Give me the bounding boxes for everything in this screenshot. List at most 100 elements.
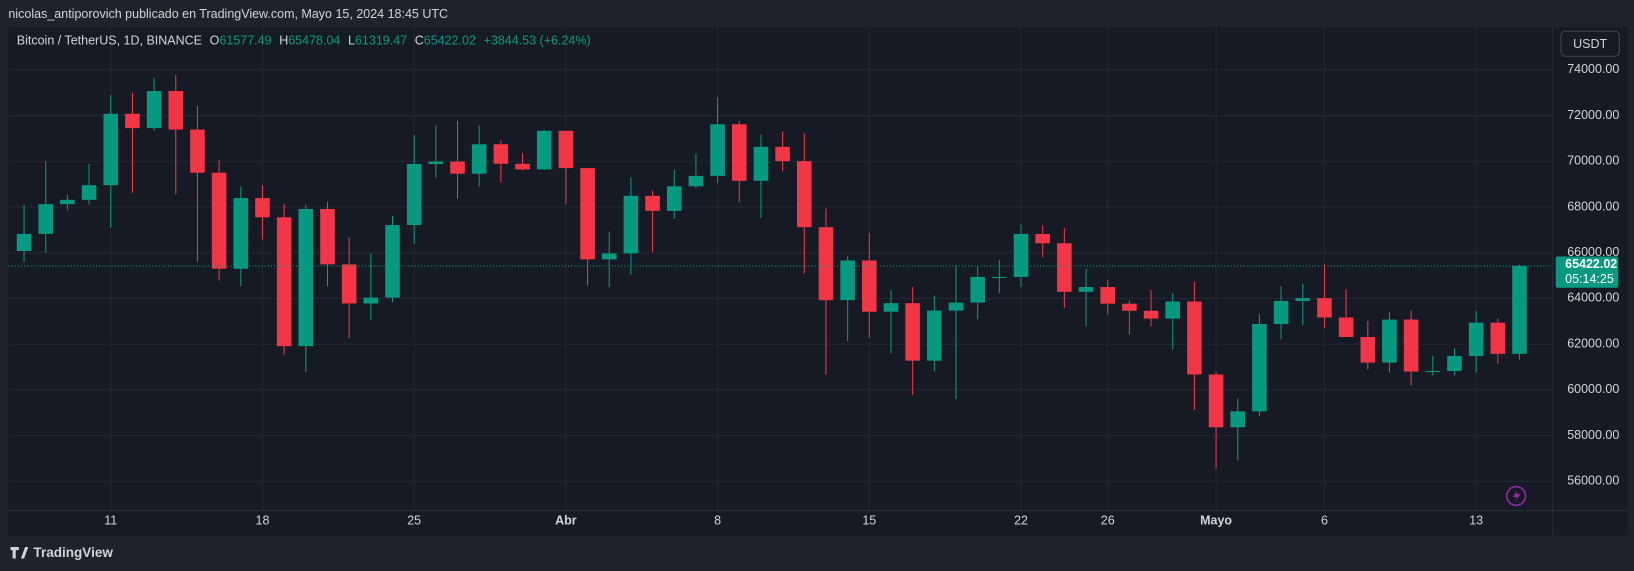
candle-body (1338, 317, 1354, 337)
candle-body (211, 172, 227, 269)
countdown: 05:14:25 (1565, 272, 1614, 286)
ohlc-value: 61577.49 (219, 34, 271, 48)
x-tick-label: Abr (555, 513, 577, 527)
y-tick-label: 62000.00 (1567, 336, 1619, 350)
candle-body (1360, 336, 1376, 363)
candle-body (1143, 310, 1159, 319)
candle-body (276, 217, 292, 347)
candle-body (1447, 355, 1462, 371)
candle-body (450, 161, 465, 174)
candle-body (1035, 233, 1050, 244)
candle-body (493, 144, 509, 164)
ohlc-value: 61319.47 (355, 34, 407, 48)
candle-body (927, 310, 942, 361)
candle-body (38, 204, 54, 234)
candle-body (1057, 243, 1072, 292)
candle-body (103, 113, 119, 186)
candle-body (1013, 233, 1029, 277)
y-tick-label: 58000.00 (1567, 428, 1619, 442)
x-tick-label: 22 (1014, 513, 1028, 527)
candle-body (1122, 303, 1137, 311)
candle-body (645, 195, 660, 211)
candle-body (60, 199, 75, 205)
candle-body (406, 164, 422, 226)
x-tick-label: 18 (256, 513, 270, 527)
candle-body (1078, 287, 1094, 292)
candle-body (775, 146, 790, 162)
candle-body (298, 208, 314, 347)
candle-body (16, 233, 32, 251)
candle-body (796, 161, 812, 228)
price-tag-label: 65422.02 (1565, 257, 1617, 271)
candle-body (1425, 370, 1441, 373)
x-tick-label: Mayo (1200, 513, 1232, 527)
candle-body (1230, 411, 1246, 428)
candle-body (862, 260, 877, 312)
currency-label: USDT (1573, 37, 1607, 51)
brand: TradingView (33, 545, 113, 560)
candle-body (471, 144, 487, 174)
x-tick-label: 11 (104, 513, 117, 527)
candle-body (883, 303, 899, 312)
candle-body (1273, 300, 1289, 324)
candle-body (1317, 298, 1332, 318)
candle-body (363, 297, 379, 304)
x-tick-label: 8 (714, 513, 721, 527)
alert-icon[interactable] (1506, 485, 1527, 507)
candle-body (255, 198, 270, 218)
candle-body (731, 124, 747, 181)
x-tick-label: 13 (1469, 513, 1483, 527)
logo-mark (10, 547, 29, 559)
candle-body (992, 276, 1007, 278)
y-tick-label: 68000.00 (1567, 199, 1619, 213)
y-tick-label: 64000.00 (1567, 291, 1619, 305)
candle-body (580, 168, 595, 260)
ohlc-key: C (415, 34, 424, 48)
candle-body (385, 225, 400, 298)
candle-body (558, 130, 574, 169)
currency-button[interactable] (1560, 30, 1620, 57)
candle-body (1512, 265, 1527, 354)
y-tick-label: 74000.00 (1567, 62, 1619, 76)
x-tick-label: 6 (1321, 513, 1328, 527)
candle-body (840, 260, 855, 301)
candle-body (1490, 322, 1506, 354)
ohlc-value: 65422.02 (424, 34, 476, 48)
candle-body (320, 208, 335, 265)
candle-body (125, 113, 140, 129)
x-tick-label: 25 (407, 513, 421, 527)
chart-panel (8, 27, 1628, 536)
candle-body (233, 198, 249, 269)
y-tick-label: 56000.00 (1567, 474, 1619, 488)
candle-body (1208, 374, 1224, 428)
candle-body (1252, 323, 1267, 412)
ohlc-key: L (348, 34, 355, 48)
alert-icon-bolt (1513, 489, 1521, 503)
candle-body (818, 227, 834, 301)
candle-body (666, 186, 682, 211)
candle-body (1100, 287, 1116, 304)
candle-body (1382, 319, 1397, 363)
candle-body (1403, 319, 1419, 372)
candle-body (341, 264, 357, 304)
candle-body (146, 91, 162, 129)
candle-body (1187, 301, 1202, 375)
candle-body (601, 253, 617, 260)
candle-body (905, 303, 920, 361)
ohlc-key: O (210, 34, 220, 48)
y-tick-label: 60000.00 (1567, 382, 1619, 396)
candle-body (428, 161, 444, 165)
legend: Bitcoin / TetherUS, 1D, BINANCE O61577.4… (17, 34, 591, 48)
candle-body (536, 130, 552, 170)
candle-body (948, 302, 964, 311)
y-tick-label: 70000.00 (1567, 154, 1619, 168)
symbol: Bitcoin / TetherUS, 1D, BINANCE (17, 34, 202, 48)
x-tick-label: 26 (1101, 513, 1115, 527)
brand-logo: TradingView (10, 545, 113, 560)
candle-body (753, 146, 769, 181)
candle-body (710, 124, 725, 176)
candle-body (515, 163, 530, 170)
y-tick-label: 66000.00 (1567, 245, 1619, 259)
candle-body (81, 185, 97, 200)
